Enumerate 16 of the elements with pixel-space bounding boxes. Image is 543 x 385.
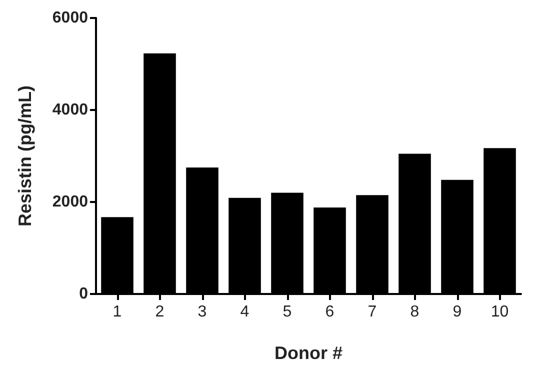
y-tick-label: 6000 bbox=[52, 10, 88, 26]
x-tick-label: 7 bbox=[368, 304, 377, 320]
x-tick-label: 5 bbox=[282, 304, 292, 320]
y-tick-label: 2000 bbox=[52, 194, 88, 210]
y-tick-label: 0 bbox=[79, 286, 88, 302]
x-axis-title: Donor # bbox=[274, 343, 343, 363]
y-tick-label: 4000 bbox=[52, 102, 88, 118]
y-axis-title: Resistin (pg/mL) bbox=[15, 85, 35, 227]
x-tick-label: 10 bbox=[490, 304, 509, 320]
x-tick-label: 3 bbox=[198, 304, 207, 320]
x-tick-label: 8 bbox=[410, 304, 420, 320]
x-tick-label: 1 bbox=[112, 304, 122, 320]
x-tick-label: 9 bbox=[452, 304, 462, 320]
x-tick-label: 4 bbox=[240, 304, 250, 320]
x-tick-label: 6 bbox=[325, 304, 334, 320]
x-tick-label: 2 bbox=[155, 304, 164, 320]
